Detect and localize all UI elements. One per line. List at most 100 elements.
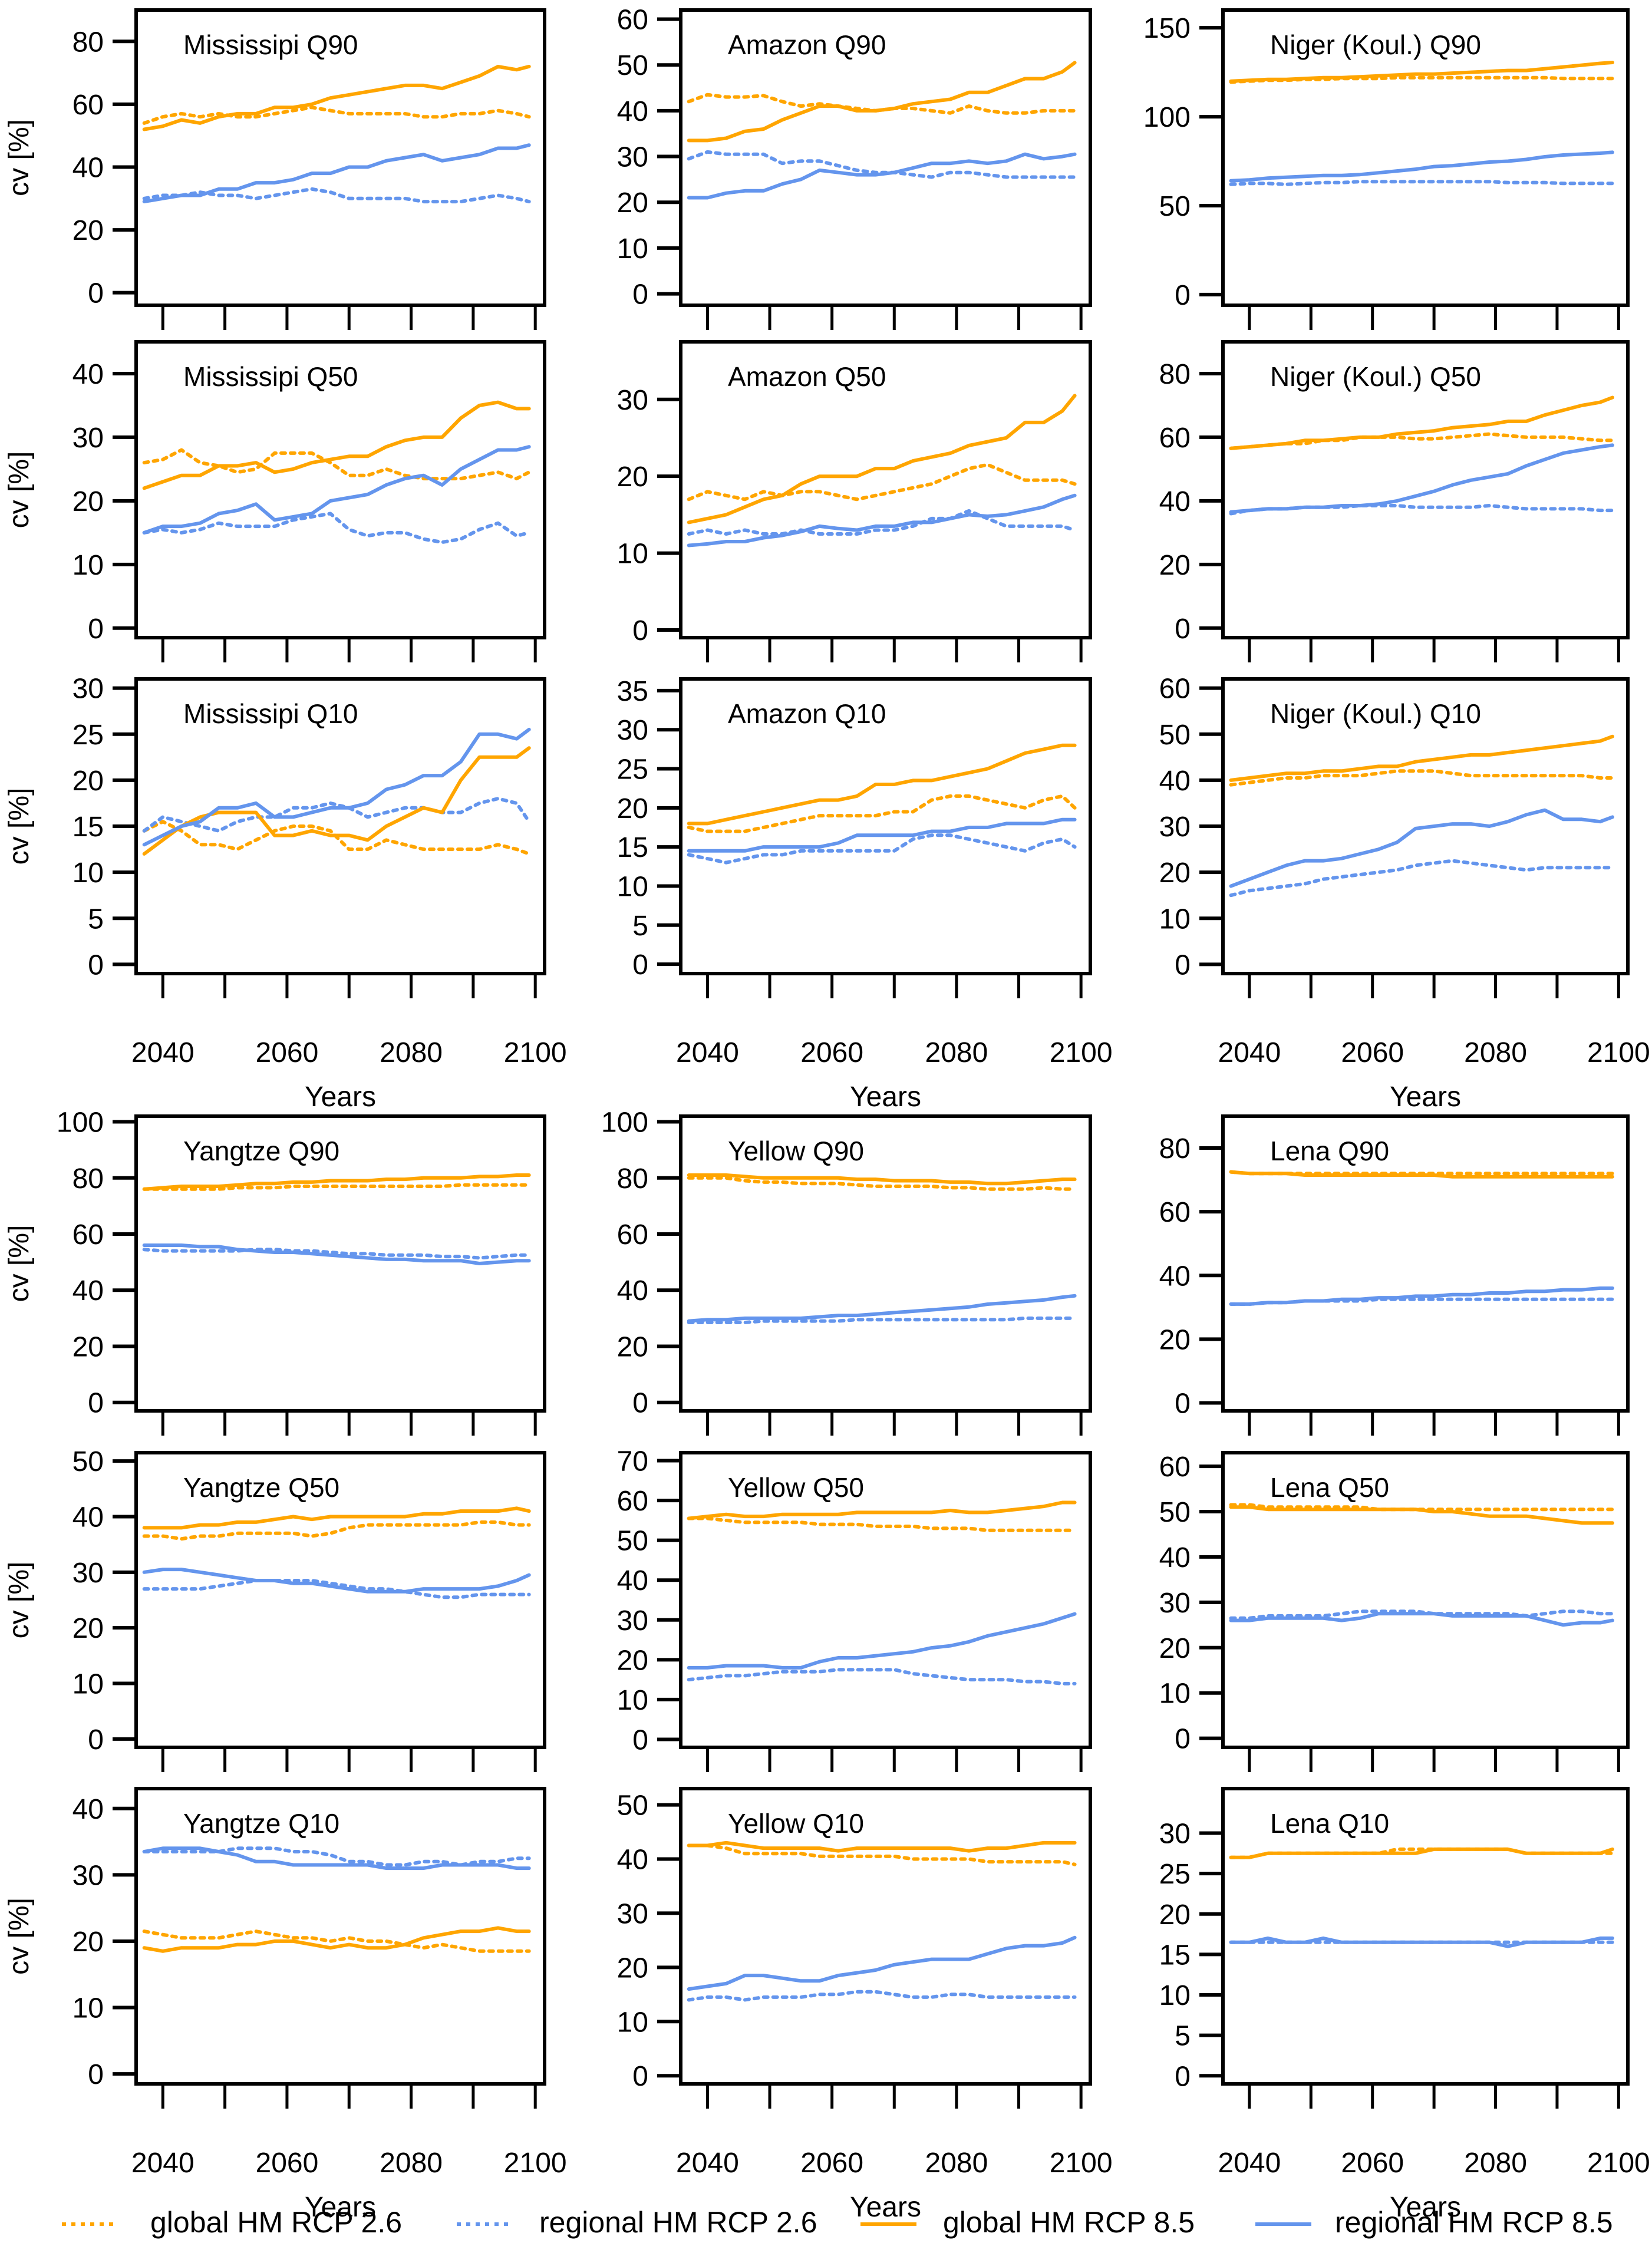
panel-yellow-q50: Yellow Q50 0 10 20 30 40 50 60 70 xyxy=(617,1446,1092,1772)
plot-frame xyxy=(679,1114,1092,1413)
y-axis-title: cv [%] xyxy=(4,119,35,196)
panel-title: Yellow Q90 xyxy=(728,1136,864,1166)
x-tick-label: 2060 xyxy=(256,2148,319,2179)
panel-title: Yellow Q50 xyxy=(728,1472,864,1503)
panel-title: Mississipi Q50 xyxy=(183,361,358,392)
panel-title: Mississipi Q10 xyxy=(183,698,358,729)
y-tick-label: 20 xyxy=(72,766,104,797)
y-axis-title: cv [%] xyxy=(4,1562,35,1639)
x-tick-label: 2060 xyxy=(256,1037,319,1068)
x-axis-title: Years xyxy=(850,2192,921,2223)
x-tick-label: 2080 xyxy=(380,2148,443,2179)
y-tick-label: 30 xyxy=(72,423,104,454)
y-axis-title: cv [%] xyxy=(4,451,35,529)
panel-niger-koul-q10: Niger (Koul.) Q10 0 10 20 30 40 50 60 2040 2060 20… xyxy=(1159,674,1650,1113)
y-tick-label: 60 xyxy=(1159,423,1191,454)
y-tick-label: 10 xyxy=(72,1993,104,2024)
legend-item-r26: regional HM RCP 2.6 xyxy=(457,2206,817,2239)
x-tick-label: 2080 xyxy=(925,1037,988,1068)
y-tick-label: 20 xyxy=(617,1952,648,1984)
y-tick-label: 80 xyxy=(72,1163,104,1195)
y-tick-label: 20 xyxy=(1159,857,1191,889)
y-tick-label: 50 xyxy=(72,1446,104,1477)
series-line-g85 xyxy=(1229,1170,1614,1179)
series-line-r85 xyxy=(1229,150,1614,183)
y-tick-label: 50 xyxy=(617,1790,648,1822)
panel-title: Amazon Q10 xyxy=(728,698,886,729)
x-tick-label: 2100 xyxy=(504,2148,567,2179)
y-tick-label: 20 xyxy=(617,793,648,824)
series-line-g85 xyxy=(687,1500,1077,1520)
x-tick-label: 2100 xyxy=(1050,1037,1113,1068)
x-tick-label: 2060 xyxy=(1341,1037,1404,1068)
panel-yellow-q90: Yellow Q90 0 20 40 60 80 100 xyxy=(601,1107,1092,1436)
y-tick-label: 0 xyxy=(1175,2061,1191,2092)
y-tick-label: 35 xyxy=(617,676,648,707)
series-line-g85 xyxy=(687,743,1077,826)
panel-title: Yellow Q10 xyxy=(728,1808,864,1839)
y-tick-label: 60 xyxy=(617,1486,648,1517)
y-tick-label: 0 xyxy=(632,949,648,981)
y-tick-label: 15 xyxy=(617,832,648,863)
series-line-g26 xyxy=(142,1520,531,1541)
y-tick-label: 0 xyxy=(632,279,648,311)
series-line-r85 xyxy=(142,143,531,204)
y-tick-label: 40 xyxy=(617,96,648,127)
series-line-r26 xyxy=(687,509,1077,536)
y-axis-title: cv [%] xyxy=(4,788,35,865)
y-tick-label: 50 xyxy=(1159,191,1191,222)
series-line-g26 xyxy=(142,448,531,481)
panel-title: Niger (Koul.) Q10 xyxy=(1270,698,1481,729)
y-tick-label: 25 xyxy=(72,720,104,751)
y-tick-label: 100 xyxy=(57,1107,104,1139)
y-tick-label: 5 xyxy=(632,911,648,942)
y-tick-label: 40 xyxy=(1159,766,1191,797)
y-tick-label: 20 xyxy=(1159,1899,1191,1931)
y-tick-label: 60 xyxy=(72,1219,104,1251)
y-tick-label: 5 xyxy=(88,903,104,935)
x-tick-label: 2060 xyxy=(800,1037,863,1068)
y-tick-label: 20 xyxy=(72,486,104,517)
y-tick-label: 10 xyxy=(617,2007,648,2038)
series-line-r85 xyxy=(687,1612,1077,1670)
series-line-r26 xyxy=(687,1668,1077,1685)
y-tick-label: 0 xyxy=(88,2059,104,2090)
plot-frame xyxy=(679,1787,1092,2086)
series-line-g26 xyxy=(1229,432,1614,450)
x-axis-title: Years xyxy=(850,1081,921,1113)
series-line-g26 xyxy=(687,794,1077,833)
legend-label: global HM RCP 2.6 xyxy=(150,2206,402,2239)
y-tick-label: 40 xyxy=(617,1845,648,1876)
y-tick-label: 50 xyxy=(1159,1497,1191,1528)
y-tick-label: 0 xyxy=(632,615,648,646)
legend-item-r85: regional HM RCP 8.5 xyxy=(1255,2206,1613,2239)
y-tick-label: 30 xyxy=(1159,1818,1191,1849)
y-tick-label: 40 xyxy=(1159,1542,1191,1574)
x-axis-title: Years xyxy=(305,1081,376,1113)
y-tick-label: 25 xyxy=(1159,1859,1191,1890)
plot-frame xyxy=(679,1451,1092,1749)
y-tick-label: 5 xyxy=(1175,2021,1191,2052)
y-tick-label: 40 xyxy=(617,1275,648,1307)
series-line-r85 xyxy=(1229,1612,1614,1627)
y-tick-label: 30 xyxy=(617,142,648,173)
series-line-r26 xyxy=(142,1579,531,1599)
legend-item-g85: global HM RCP 8.5 xyxy=(860,2206,1195,2239)
y-tick-label: 20 xyxy=(617,461,648,493)
series-line-g85 xyxy=(142,400,531,490)
x-tick-label: 2040 xyxy=(131,2148,194,2179)
y-tick-label: 10 xyxy=(617,233,648,265)
x-tick-label: 2040 xyxy=(676,2148,739,2179)
panel-yangtze-q90: Yangtze Q90 0 20 40 60 80 100 cv [%] xyxy=(4,1107,546,1436)
panel-amazon-q10: Amazon Q10 0 5 10 15 20 25 30 35 2040 2060 2080 2100… xyxy=(617,676,1113,1113)
y-tick-label: 40 xyxy=(72,152,104,183)
plot-frame xyxy=(1221,340,1630,639)
series-line-g85 xyxy=(142,1506,531,1530)
y-tick-label: 50 xyxy=(617,1526,648,1557)
series-line-r85 xyxy=(687,1935,1077,1991)
plot-frame xyxy=(1221,1114,1630,1413)
panel-mississipi-q50: Mississipi Q50 0 10 20 30 40 cv [%] xyxy=(4,340,546,662)
series-line-g85 xyxy=(1229,395,1614,450)
y-tick-label: 20 xyxy=(72,1927,104,1958)
